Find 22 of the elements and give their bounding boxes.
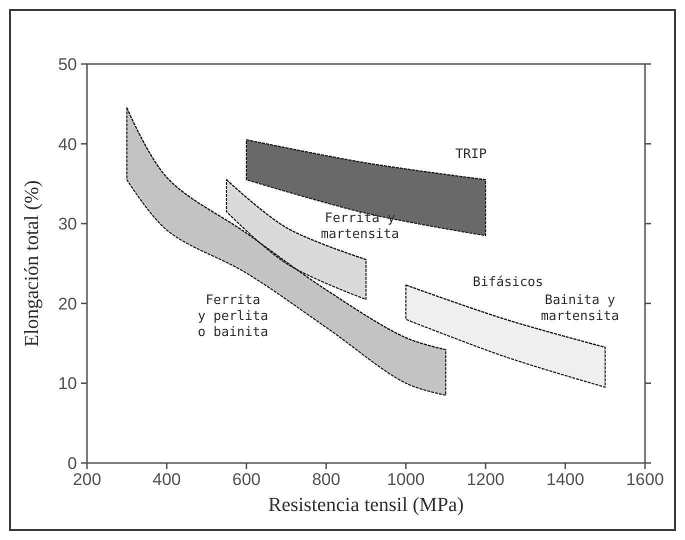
line-series — [126, 107, 446, 350]
y-axis-title: Elongación total (%) — [21, 180, 43, 347]
y-tick-label: 40 — [58, 134, 77, 154]
x-tick-label: 400 — [152, 470, 181, 489]
y-tick-label: 50 — [58, 55, 77, 74]
series-label: Ferrita y martensita — [320, 211, 400, 242]
y-tick-label: 0 — [68, 454, 77, 473]
y-tick-label: 30 — [58, 214, 77, 234]
x-tick-label: 1200 — [466, 470, 504, 489]
x-tick-label: 600 — [232, 470, 261, 489]
y-tick-label: 20 — [58, 294, 77, 314]
series-label: TRIP — [455, 147, 487, 162]
x-tick-label: 1400 — [546, 470, 584, 489]
y-tick-label: 10 — [58, 374, 77, 394]
x-tick-label: 200 — [72, 470, 102, 489]
annotation: Bifásicos — [472, 275, 544, 290]
x-tick-label: 1000 — [386, 470, 425, 489]
series-label: Bainita y martensita — [540, 293, 620, 324]
x-tick-label: 1600 — [626, 470, 664, 489]
text: Ferrita y perlita o bainita — [198, 293, 268, 340]
x-tick-label: 800 — [312, 470, 340, 489]
x-axis-title: Resistencia tensil (MPa) — [268, 494, 464, 516]
